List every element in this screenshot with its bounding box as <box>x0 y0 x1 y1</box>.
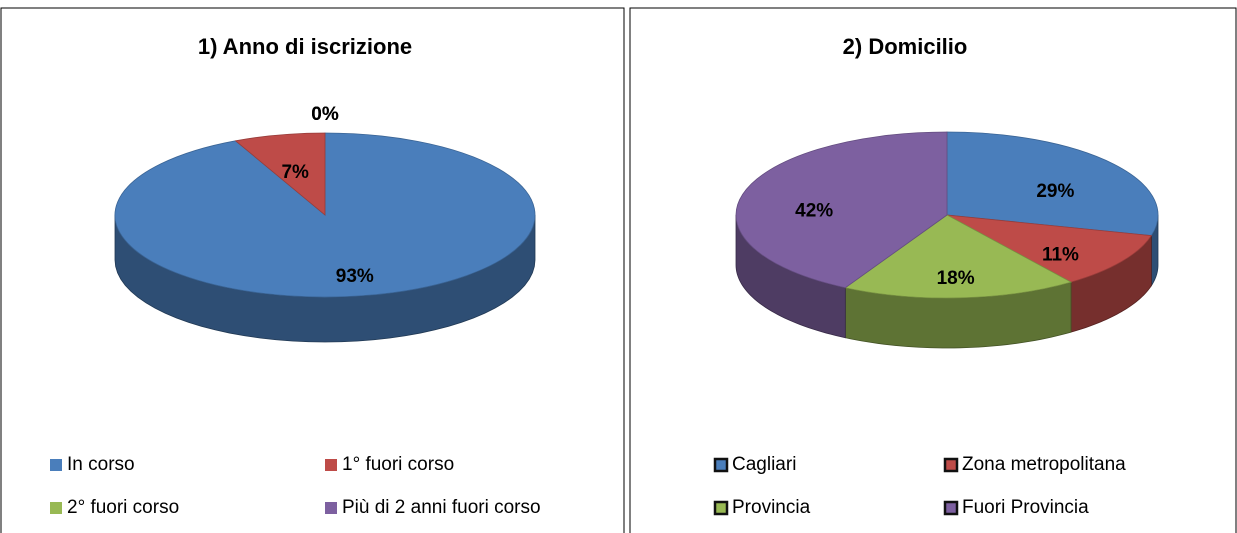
slice <box>234 132 326 216</box>
legend-label: Provincia <box>732 497 811 518</box>
data-label: 93% <box>336 266 374 287</box>
chart-title: 2) Domicilio <box>843 34 968 59</box>
legend-marker <box>943 500 959 516</box>
legend-label: Più di 2 anni fuori corso <box>342 497 541 518</box>
legend-label: Fuori Provincia <box>962 497 1089 518</box>
legend-marker <box>50 502 62 514</box>
data-label: 0% <box>311 104 339 125</box>
legend-label: 2° fuori corso <box>67 497 179 518</box>
legend-marker <box>325 502 337 514</box>
panel-border <box>0 7 625 533</box>
slice <box>844 214 1073 299</box>
legend-label: Cagliari <box>732 454 796 475</box>
data-label: 18% <box>937 268 975 289</box>
legend-label: 1° fuori corso <box>342 454 454 475</box>
legend-marker <box>713 457 729 473</box>
chart-title: 1) Anno di iscrizione <box>198 34 412 59</box>
legend-marker <box>50 459 62 471</box>
data-label: 42% <box>795 201 833 222</box>
slice <box>735 131 948 289</box>
legend-marker <box>713 500 729 516</box>
legend-label: Zona metropolitana <box>962 454 1126 475</box>
legend-marker <box>325 459 337 471</box>
data-label: 29% <box>1036 181 1074 202</box>
panel-border <box>629 7 1237 533</box>
data-label: 7% <box>281 162 309 183</box>
data-label: 11% <box>1042 244 1079 265</box>
legend-label: In corso <box>67 454 135 475</box>
slice <box>946 131 1159 237</box>
slice <box>946 214 1153 283</box>
data-label: 0% <box>311 104 339 125</box>
legend-marker <box>943 457 959 473</box>
